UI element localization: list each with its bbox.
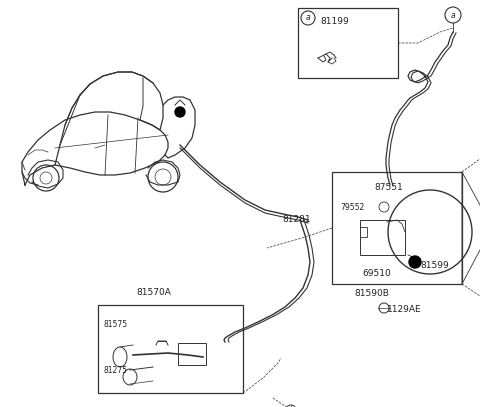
Text: 81281: 81281 — [282, 215, 311, 224]
Text: a: a — [451, 11, 456, 20]
Text: 81570A: 81570A — [136, 288, 171, 297]
Text: 81599: 81599 — [420, 261, 449, 270]
Text: 81590B: 81590B — [354, 289, 389, 298]
Text: 87551: 87551 — [374, 183, 403, 192]
Bar — [360, 220, 405, 255]
Text: 79552: 79552 — [340, 203, 364, 212]
Bar — [98, 305, 243, 393]
Text: 81199: 81199 — [320, 18, 349, 26]
Bar — [178, 343, 206, 365]
Bar — [332, 172, 462, 284]
Text: 81575: 81575 — [103, 320, 127, 329]
Text: a: a — [306, 13, 310, 22]
Text: 81275: 81275 — [103, 366, 127, 375]
Text: 69510: 69510 — [362, 269, 391, 278]
Circle shape — [175, 107, 185, 117]
Text: 1129AE: 1129AE — [387, 305, 421, 314]
Bar — [298, 8, 398, 78]
Circle shape — [409, 256, 421, 268]
